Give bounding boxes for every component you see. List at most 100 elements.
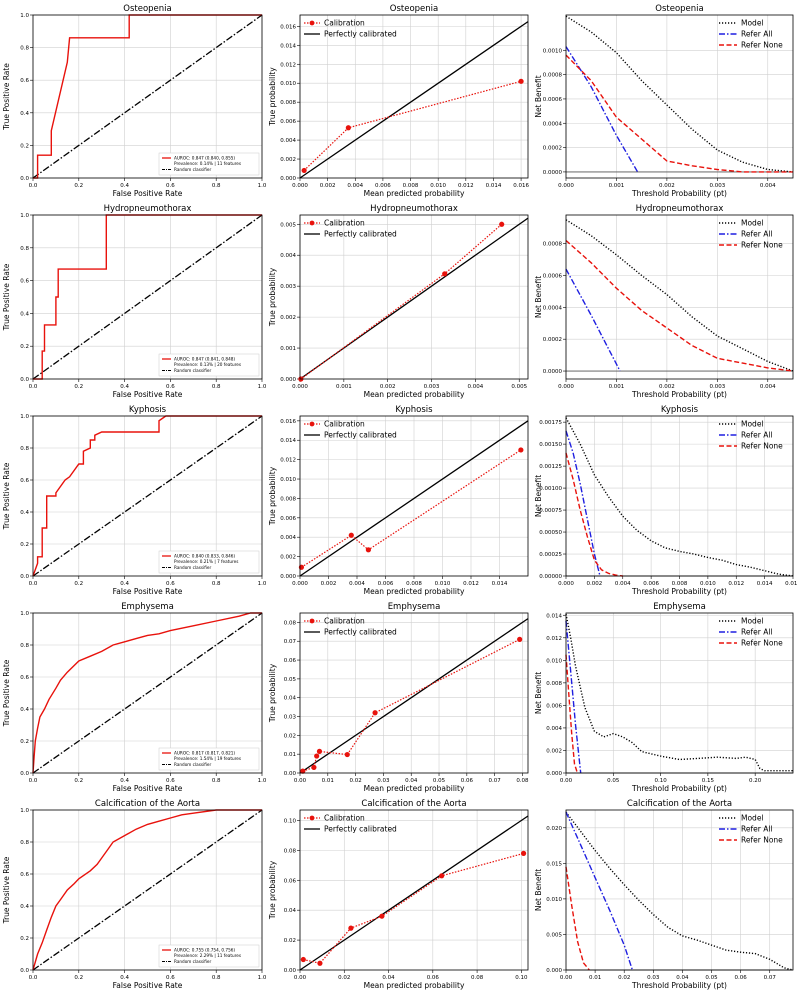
y-tick-label: 1.0 [20, 414, 29, 420]
y-tick-label: 0.02 [284, 733, 296, 739]
y-tick-label: 1.0 [20, 808, 29, 814]
y-tick-label: 0.4 [20, 311, 29, 317]
x-tick-label: 0.02 [618, 975, 630, 981]
y-tick-label: 0.001 [280, 346, 296, 352]
calibration-chart: Osteopenia 0.000 0.002 0.004 0.006 0.008 0.010… [268, 4, 529, 198]
y-tick-label: 0.00025 [539, 552, 562, 558]
calibration-panel: Hydropneumothorax 0.000 0.001 0.002 0.003 0.0… [266, 200, 532, 401]
x-tick-label: 0.006 [378, 581, 394, 587]
calibration-point [439, 873, 445, 879]
y-tick-label: 0.012 [280, 458, 296, 464]
y-tick-label: 0.8 [20, 446, 29, 452]
legend-marker-calibration [309, 20, 315, 26]
x-tick-label: 0.6 [166, 975, 175, 981]
x-tick-label: 0.002 [659, 384, 675, 390]
refer-none-curve [565, 239, 794, 372]
model-curve [565, 811, 794, 971]
x-tick-label: 0.06 [461, 778, 474, 784]
x-tick-label: 0.014 [757, 581, 773, 587]
refer-all-curve [565, 46, 639, 173]
legend-perfect: Perfectly calibrated [324, 230, 397, 239]
x-tick-label: 0.000 [292, 384, 308, 390]
calibration-point [316, 748, 323, 754]
x-tick-label: 0.0 [29, 581, 38, 587]
random-classifier-line [32, 415, 263, 577]
y-tick-label: 0.005 [280, 222, 296, 228]
dca-panel: Hydropneumothorax 0.000 0.001 0.002 0.003 0.0… [532, 200, 797, 401]
x-tick-label: 0.0 [29, 975, 38, 981]
y-tick-label: 0.6 [20, 478, 29, 484]
y-tick-label: 0.005 [546, 932, 562, 938]
y-tick-label: 0.004 [546, 726, 562, 732]
legend-box [158, 152, 260, 176]
x-tick-label: 0.010 [700, 581, 716, 587]
y-tick-label: 0.015 [546, 861, 562, 867]
plot-frame [565, 612, 794, 774]
plot-frame [32, 214, 263, 380]
y-tick-label: 0.4 [20, 707, 29, 713]
legend-model: Model [741, 814, 764, 823]
x-tick-label: 0.004 [615, 581, 631, 587]
x-tick-label: 0.06 [427, 975, 440, 981]
random-classifier-line [32, 809, 263, 971]
x-axis-label: Mean predicted probability [364, 189, 465, 198]
legend-auroc: AUROC: 0.840 (0.833, 0.846) [174, 554, 235, 559]
y-axis-label: Net Benefit [534, 276, 543, 318]
x-tick-label: 0.004 [760, 183, 776, 189]
refer-none-curve [565, 866, 590, 971]
y-tick-label: 0.06 [284, 658, 297, 664]
y-tick-label: 0.03 [284, 715, 297, 721]
y-tick-label: 0.014 [280, 43, 296, 49]
x-axis-label: Mean predicted probability [364, 981, 465, 990]
y-tick-label: 0.010 [546, 897, 562, 903]
calibration-point [517, 636, 523, 642]
calibration-point [317, 960, 323, 966]
roc-curve [33, 14, 262, 179]
y-tick-label: 0.0008 [543, 73, 563, 79]
x-tick-label: 0.05 [607, 778, 620, 784]
x-tick-label: 0.15 [702, 778, 715, 784]
y-tick-label: 0.004 [280, 138, 296, 144]
y-tick-label: 1.0 [20, 13, 29, 19]
legend-refer-none: Refer None [741, 836, 783, 845]
calibration-point [345, 125, 351, 131]
calibration-point [499, 221, 505, 227]
roc-panel: Kyphosis 0.0 0.2 0.4 0.6 0.8 1.0 0.0 0.2 0.4 0.6 0.… [0, 401, 267, 598]
x-tick-label: 0.016 [513, 183, 529, 189]
y-tick-label: 0.00 [284, 968, 297, 974]
y-axis-label: Net Benefit [534, 75, 543, 117]
x-axis-label: Mean predicted probability [364, 784, 465, 793]
x-tick-label: 0.10 [654, 778, 667, 784]
x-tick-label: 0.001 [336, 384, 352, 390]
refer-all-curve [565, 811, 634, 971]
y-axis-label: True Positive Rate [2, 263, 11, 331]
x-axis-label: Threshold Probability (pt) [631, 981, 727, 990]
calibration-point [348, 532, 354, 538]
plot-frame [32, 612, 263, 774]
y-tick-label: 0.8 [20, 46, 29, 52]
plot-frame [565, 809, 794, 971]
y-tick-label: 0.4 [20, 111, 29, 117]
legend-marker-calibration [309, 220, 315, 226]
dca-chart: Osteopenia 0.000 0.001 0.002 0.003 0.004 0.000… [534, 4, 794, 198]
y-tick-label: 0.08 [284, 620, 297, 626]
x-axis-label: False Positive Rate [113, 784, 183, 793]
x-axis-label: False Positive Rate [113, 390, 183, 399]
legend-model: Model [741, 19, 764, 28]
calibration-point [314, 753, 320, 759]
roc-panel: Hydropneumothorax 0.0 0.2 0.4 0.6 0.8 1.0 0.0 0.… [0, 200, 267, 401]
y-tick-label: 0.4 [20, 904, 29, 910]
x-tick-label: 1.0 [258, 183, 266, 189]
x-tick-label: 0.6 [166, 778, 175, 784]
x-tick-label: 0.4 [120, 975, 129, 981]
x-axis-label: Threshold Probability (pt) [631, 390, 727, 399]
legend-prevalence: Prevalence: 0.13% | 20 features [174, 362, 241, 367]
y-tick-label: 0.010 [280, 81, 296, 87]
legend-auroc: AUROC: 0.847 (0.841, 0.848) [174, 357, 235, 362]
x-tick-label: 0.002 [380, 384, 396, 390]
legend-random: Random classifier [174, 565, 211, 570]
y-axis-label: True probability [268, 466, 277, 526]
legend-marker-calibration [309, 815, 315, 821]
y-tick-label: 0.002 [280, 555, 296, 561]
plot-frame [299, 415, 529, 577]
